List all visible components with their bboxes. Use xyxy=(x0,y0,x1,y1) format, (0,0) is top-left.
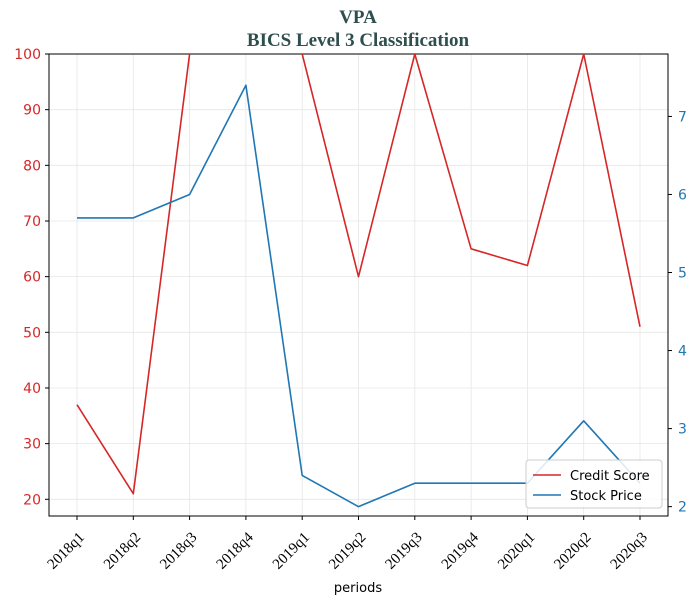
right-y-tick-label: 4 xyxy=(678,344,687,360)
left-y-tick-label: 20 xyxy=(23,492,41,508)
right-y-tick-label: 3 xyxy=(678,422,687,438)
chart-subtitle: BICS Level 3 Classification xyxy=(247,30,470,51)
x-tick-label: 2020q2 xyxy=(551,530,594,573)
series-line-credit-score xyxy=(76,54,191,495)
x-tick-label: 2019q2 xyxy=(326,530,369,573)
left-y-tick-label: 100 xyxy=(14,47,41,63)
left-y-axis: 20 30 40 50 60 70 80 90 100 xyxy=(14,47,49,508)
right-y-tick-label: 2 xyxy=(678,500,687,516)
left-y-tick-label: 90 xyxy=(23,103,41,119)
x-tick-label: 2018q1 xyxy=(45,530,88,573)
right-y-tick-label: 7 xyxy=(678,109,687,125)
left-y-tick-label: 40 xyxy=(23,381,41,397)
left-y-tick-label: 80 xyxy=(23,158,41,174)
chart-title: VPA xyxy=(339,7,377,28)
left-y-tick-label: 50 xyxy=(23,325,41,341)
series-line-credit-score xyxy=(301,54,641,327)
x-tick-label: 2018q4 xyxy=(214,529,257,572)
legend: Credit Score Stock Price xyxy=(525,459,663,509)
x-axis-label: periods xyxy=(334,581,382,596)
legend-box xyxy=(525,459,663,509)
legend-label-credit-score: Credit Score xyxy=(570,469,650,484)
x-tick-label: 2018q2 xyxy=(101,530,144,573)
x-tick-label: 2019q3 xyxy=(382,530,425,573)
grid xyxy=(49,53,668,516)
x-tick-label: 2019q4 xyxy=(439,529,482,572)
legend-label-stock-price: Stock Price xyxy=(570,489,642,504)
right-y-tick-label: 6 xyxy=(678,187,687,203)
left-y-tick-label: 30 xyxy=(23,437,41,453)
left-y-tick-label: 70 xyxy=(23,214,41,230)
x-axis: 2018q1 2018q2 2018q3 2018q4 2019q1 2019q2 2019… xyxy=(45,516,651,573)
x-tick-label: 2019q1 xyxy=(270,530,313,573)
x-tick-label: 2018q3 xyxy=(157,530,200,573)
left-y-tick-label: 60 xyxy=(23,270,41,286)
x-tick-label: 2020q3 xyxy=(608,530,651,573)
right-y-axis: 2 3 4 5 6 7 xyxy=(668,109,687,516)
x-tick-label: 2020q1 xyxy=(495,530,538,573)
right-y-tick-label: 5 xyxy=(678,266,687,282)
